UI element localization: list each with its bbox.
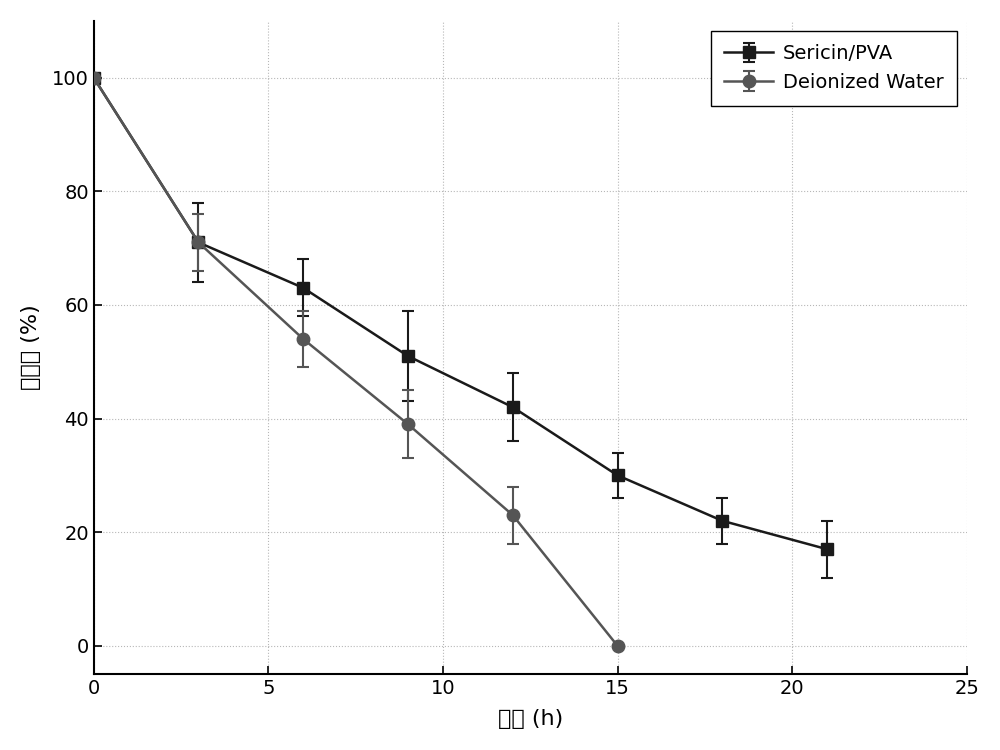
Legend: Sericin/PVA, Deionized Water: Sericin/PVA, Deionized Water: [711, 31, 957, 106]
X-axis label: 时间 (h): 时间 (h): [498, 710, 563, 729]
Y-axis label: 保水率 (%): 保水率 (%): [21, 304, 41, 391]
